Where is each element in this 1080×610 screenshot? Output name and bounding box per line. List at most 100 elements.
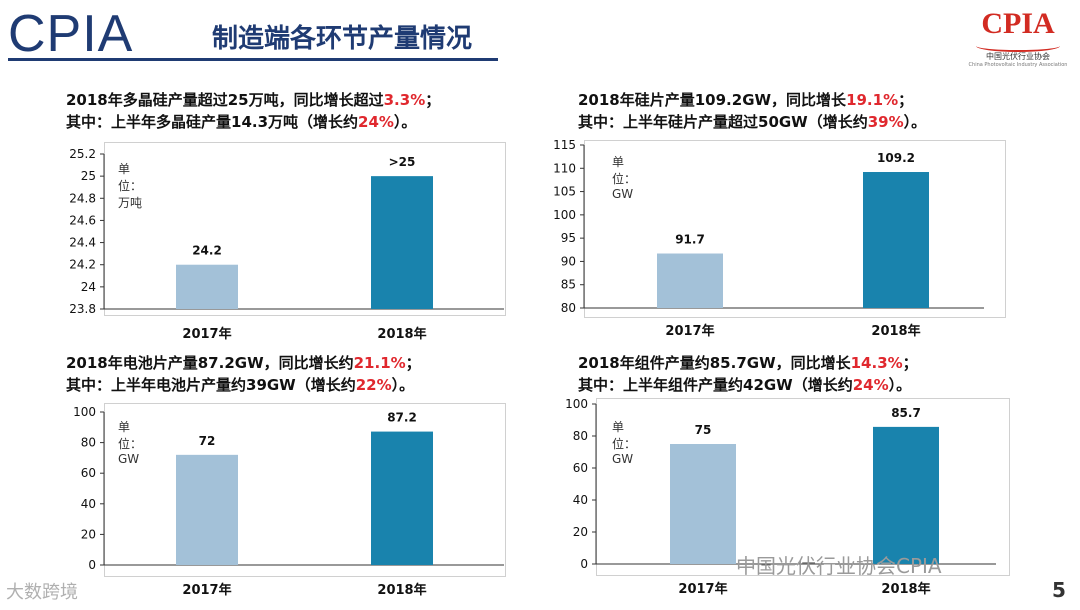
- caption-line2: 其中：上半年硅片产量超过50GW（增长约39%）。: [578, 111, 926, 133]
- caption-line1: 2018年多晶硅产量超过25万吨，同比增长超过3.3%；: [66, 89, 440, 111]
- y-tick-label: 115: [553, 138, 576, 152]
- y-tick-label: 95: [561, 231, 576, 245]
- caption-highlight: 24%: [852, 376, 889, 394]
- y-tick-label: 80: [81, 436, 96, 450]
- caption-highlight: 14.3%: [850, 354, 903, 372]
- caption-text: 其中：上半年电池片产量约39GW（增长约: [66, 376, 356, 394]
- data-label: 85.7: [891, 406, 921, 420]
- caption-line2: 其中：上半年组件产量约42GW（增长约24%）。: [578, 374, 918, 396]
- bar-2017年: [670, 444, 736, 564]
- y-tick-label: 25.2: [69, 147, 96, 161]
- caption-text: ；: [425, 91, 441, 109]
- caption-text: ；: [405, 354, 421, 372]
- x-tick-label: 2018年: [377, 582, 426, 598]
- caption-highlight: 3.3%: [383, 91, 426, 109]
- bar-2017年: [176, 454, 238, 565]
- y-tick-label: 60: [81, 466, 96, 480]
- x-tick-label: 2017年: [665, 323, 714, 339]
- y-tick-label: 24: [81, 280, 96, 294]
- page-number: 5: [1052, 578, 1066, 602]
- watermark-wechat: 中国光伏行业协会CPIA: [736, 554, 942, 578]
- y-tick-label: 40: [81, 497, 96, 511]
- caption-line1: 2018年组件产量约85.7GW，同比增长14.3%；: [578, 352, 918, 374]
- y-tick-label: 60: [573, 461, 588, 475]
- unit-label: 单位：万吨: [118, 162, 143, 210]
- unit-label: 单位：GW: [118, 420, 143, 466]
- caption-polysilicon: 2018年多晶硅产量超过25万吨，同比增长超过3.3%； 其中：上半年多晶硅产量1…: [66, 89, 440, 133]
- y-tick-label: 105: [553, 185, 576, 199]
- chart-frame: [584, 140, 1006, 318]
- caption-text: 2018年组件产量约85.7GW，同比增长: [578, 354, 851, 372]
- caption-line2: 其中：上半年电池片产量约39GW（增长约22%）。: [66, 374, 421, 396]
- x-tick-label: 2017年: [678, 581, 727, 597]
- chart-frame: [104, 403, 506, 577]
- y-tick-label: 0: [580, 557, 588, 571]
- cpia-logo-mark: CPIA: [981, 7, 1055, 40]
- logo-org-name: 中国光伏行业协会: [986, 52, 1050, 61]
- y-tick-label: 90: [561, 254, 576, 268]
- data-label: 109.2: [877, 151, 915, 165]
- caption-text: ）。: [393, 113, 417, 131]
- data-label: 24.2: [192, 244, 222, 258]
- caption-highlight: 39%: [867, 113, 904, 131]
- cpia-logo-text: CPIA: [8, 5, 134, 63]
- data-label: 72: [199, 434, 216, 448]
- caption-text: ）。: [888, 376, 912, 394]
- caption-cell: 2018年电池片产量87.2GW，同比增长约21.1%； 其中：上半年电池片产量约…: [66, 352, 421, 396]
- data-label: 75: [695, 423, 712, 437]
- logo-org-name-en: China Photovoltaic Industry Association: [968, 62, 1068, 68]
- caption-text: ）。: [903, 113, 927, 131]
- y-tick-label: 110: [553, 161, 576, 175]
- caption-line2: 其中：上半年多晶硅产量14.3万吨（增长约24%）。: [66, 111, 440, 133]
- caption-module: 2018年组件产量约85.7GW，同比增长14.3%； 其中：上半年组件产量约42…: [578, 352, 918, 396]
- y-tick-label: 80: [561, 301, 576, 315]
- bar-2017年: [657, 253, 723, 308]
- caption-text: 其中：上半年组件产量约42GW（增长约: [578, 376, 853, 394]
- caption-highlight: 19.1%: [846, 91, 899, 109]
- y-tick-label: 100: [553, 208, 576, 222]
- bar-2018年: [371, 176, 433, 309]
- title-underline: [8, 58, 498, 61]
- y-tick-label: 100: [565, 397, 588, 411]
- caption-text: 2018年多晶硅产量超过25万吨，同比增长超过: [66, 91, 384, 109]
- caption-text: 其中：上半年多晶硅产量14.3万吨（增长约: [66, 113, 359, 131]
- y-tick-label: 80: [573, 429, 588, 443]
- data-label: 87.2: [387, 411, 417, 425]
- x-tick-label: 2017年: [182, 326, 231, 342]
- y-tick-label: 25: [81, 169, 96, 183]
- caption-text: ；: [902, 354, 918, 372]
- caption-highlight: 22%: [355, 376, 392, 394]
- x-tick-label: 2017年: [182, 582, 231, 598]
- y-tick-label: 85: [561, 278, 576, 292]
- y-tick-label: 24.8: [69, 191, 96, 205]
- caption-text: ）。: [391, 376, 415, 394]
- x-tick-label: 2018年: [377, 326, 426, 342]
- y-tick-label: 40: [573, 493, 588, 507]
- bar-2018年: [873, 426, 939, 564]
- caption-text: 其中：上半年硅片产量超过50GW（增长约: [578, 113, 868, 131]
- unit-label: 单位：GW: [612, 155, 637, 201]
- y-tick-label: 20: [81, 527, 96, 541]
- data-label: >25: [389, 155, 416, 169]
- y-tick-label: 23.8: [69, 302, 96, 316]
- y-tick-label: 24.4: [69, 236, 96, 250]
- bar-2018年: [863, 172, 929, 308]
- data-label: 91.7: [675, 233, 705, 247]
- bar-2017年: [176, 264, 238, 309]
- y-tick-label: 24.2: [69, 258, 96, 272]
- y-tick-label: 0: [88, 558, 96, 572]
- logo-arc: [976, 40, 1060, 52]
- page-title: 制造端各环节产量情况: [212, 24, 473, 54]
- caption-line1: 2018年硅片产量109.2GW，同比增长19.1%；: [578, 89, 926, 111]
- x-tick-label: 2018年: [881, 581, 930, 597]
- caption-wafer: 2018年硅片产量109.2GW，同比增长19.1%； 其中：上半年硅片产量超过5…: [578, 89, 926, 133]
- caption-highlight: 24%: [358, 113, 394, 131]
- bar-2018年: [371, 431, 433, 565]
- y-tick-label: 20: [573, 525, 588, 539]
- y-tick-label: 24.6: [69, 213, 96, 227]
- caption-text: 2018年硅片产量109.2GW，同比增长: [578, 91, 847, 109]
